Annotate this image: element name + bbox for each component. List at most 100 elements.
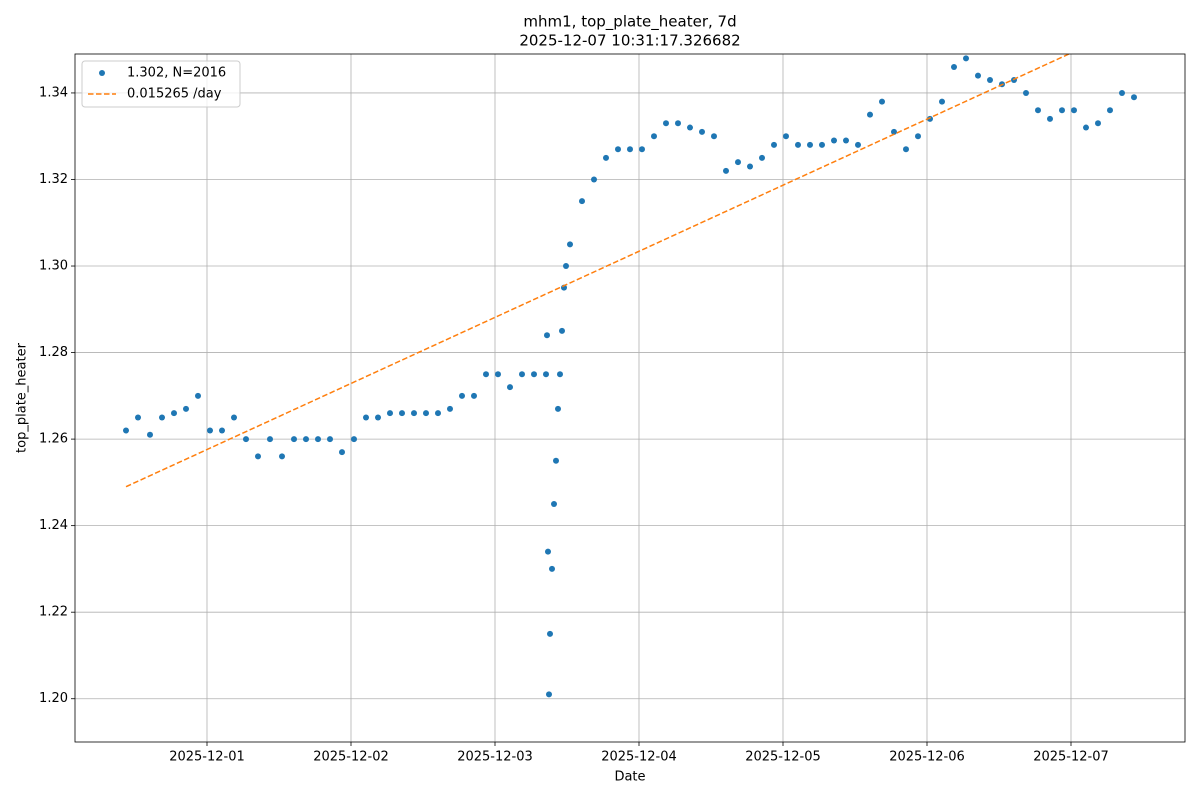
y-axis-label: top_plate_heater	[15, 342, 30, 453]
data-point	[699, 128, 705, 135]
data-point	[1107, 107, 1113, 114]
data-point	[819, 141, 825, 148]
y-tick-label: 1.22	[39, 605, 68, 620]
data-point	[831, 137, 837, 144]
x-tick-label: 2025-12-04	[601, 750, 677, 765]
x-tick-label: 2025-12-03	[457, 750, 533, 765]
data-point	[375, 414, 381, 421]
y-tick-label: 1.28	[39, 345, 68, 360]
y-tick-label: 1.20	[39, 691, 68, 706]
data-point	[243, 436, 249, 443]
data-point	[231, 414, 237, 421]
data-point	[459, 392, 465, 399]
plot-area	[123, 54, 1137, 698]
data-point	[903, 146, 909, 153]
data-point	[549, 565, 555, 572]
data-point	[987, 76, 993, 83]
data-point	[363, 414, 369, 421]
data-point	[579, 198, 585, 205]
data-point	[1095, 120, 1101, 127]
data-point	[531, 371, 537, 378]
data-point	[219, 427, 225, 434]
y-tick-label: 1.26	[39, 432, 68, 447]
data-point	[159, 414, 165, 421]
data-point	[759, 154, 765, 161]
chart-subtitle: 2025-12-07 10:31:17.326682	[519, 32, 740, 50]
data-point	[255, 453, 261, 460]
y-tick-label: 1.30	[39, 259, 68, 274]
legend-label: 0.015265 /day	[127, 87, 222, 102]
data-point	[471, 392, 477, 399]
legend-label: 1.302, N=2016	[127, 66, 226, 81]
data-point	[171, 410, 177, 417]
data-point	[507, 384, 513, 391]
data-point	[879, 98, 885, 105]
data-point	[927, 115, 933, 122]
y-tick-label: 1.24	[39, 518, 68, 533]
axes-frame	[74, 53, 1186, 743]
data-point	[303, 436, 309, 443]
data-point	[651, 133, 657, 140]
data-point	[1083, 124, 1089, 131]
data-point	[807, 141, 813, 148]
x-axis-label: Date	[614, 770, 645, 785]
data-point	[339, 449, 345, 456]
data-point	[939, 98, 945, 105]
x-tick-label: 2025-12-01	[169, 750, 245, 765]
data-point	[147, 431, 153, 438]
data-point	[557, 371, 563, 378]
data-point	[545, 548, 551, 555]
x-tick-label: 2025-12-07	[1033, 750, 1109, 765]
data-point	[546, 691, 552, 698]
data-point	[1047, 115, 1053, 122]
x-tick-label: 2025-12-02	[313, 750, 389, 765]
data-point	[555, 405, 561, 412]
data-point	[627, 146, 633, 153]
data-point	[735, 159, 741, 166]
x-tick-label: 2025-12-06	[889, 750, 965, 765]
data-point	[975, 72, 981, 79]
data-point	[915, 133, 921, 140]
x-tick-label: 2025-12-05	[745, 750, 821, 765]
data-point	[195, 392, 201, 399]
data-point	[483, 371, 489, 378]
data-point	[411, 410, 417, 417]
data-point	[963, 55, 969, 62]
data-point	[543, 371, 549, 378]
data-point	[1119, 89, 1125, 96]
data-point	[135, 414, 141, 421]
data-point	[553, 457, 559, 464]
data-point	[1131, 94, 1137, 101]
grid: 1.20 1.22 1.24 1.26 1.28 1.30 1.32 1.34 2025-12-…	[39, 54, 1185, 765]
data-point	[1023, 89, 1029, 96]
data-point	[291, 436, 297, 443]
data-point	[567, 241, 573, 248]
legend: 1.302, N=2016 0.015265 /day	[81, 60, 241, 108]
data-point	[387, 410, 393, 417]
chart-title: mhm1, top_plate_heater, 7d	[523, 13, 736, 32]
data-point	[267, 436, 273, 443]
data-point	[207, 427, 213, 434]
data-point	[559, 327, 565, 334]
data-point	[663, 120, 669, 127]
data-point	[183, 405, 189, 412]
data-point	[687, 124, 693, 131]
data-point	[615, 146, 621, 153]
y-tick-label: 1.32	[39, 172, 68, 187]
data-point	[603, 154, 609, 161]
data-point	[351, 436, 357, 443]
data-point	[315, 436, 321, 443]
data-point	[855, 141, 861, 148]
data-point	[747, 163, 753, 170]
data-point	[783, 133, 789, 140]
data-point	[951, 63, 957, 70]
data-point	[563, 263, 569, 270]
data-point	[547, 630, 553, 637]
legend-box	[81, 60, 241, 108]
y-tick-label: 1.34	[39, 85, 68, 100]
data-point	[891, 128, 897, 135]
data-point	[399, 410, 405, 417]
data-point	[795, 141, 801, 148]
